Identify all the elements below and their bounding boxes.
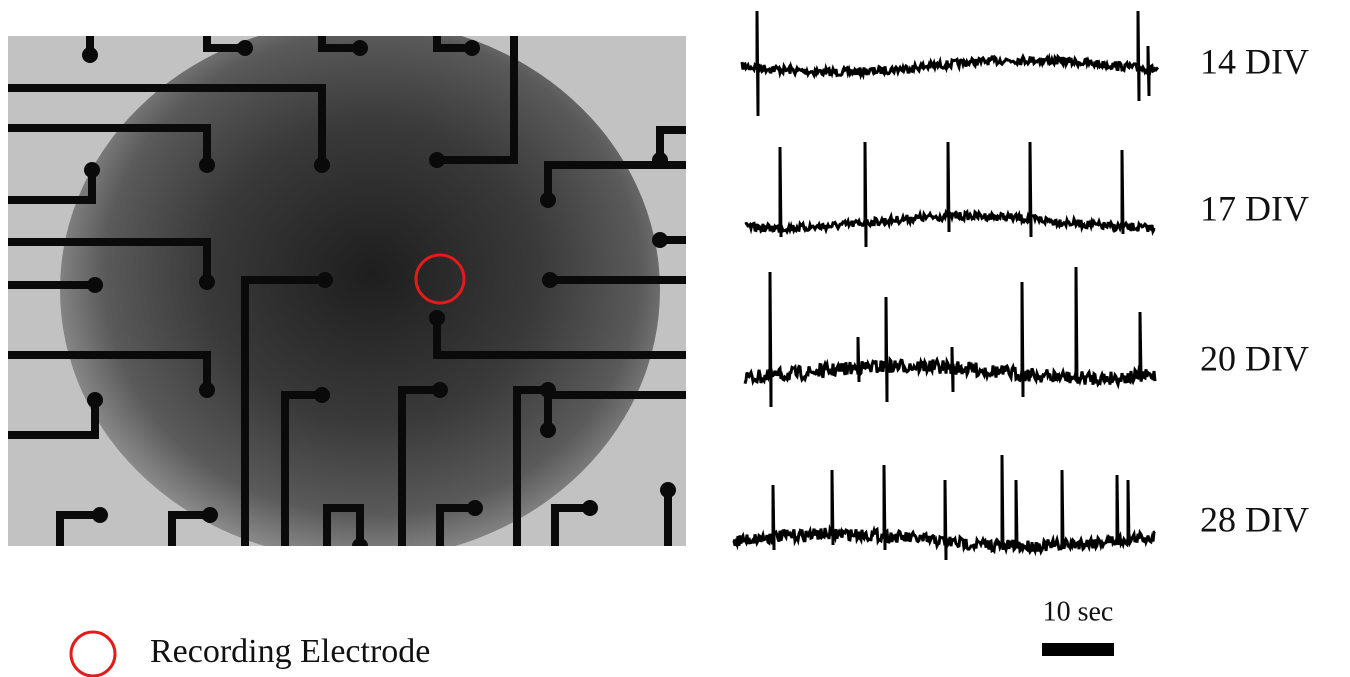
electrode-pad: [199, 382, 215, 398]
trace-label: 28 DIV: [1200, 499, 1309, 539]
electrode-pad: [202, 507, 218, 523]
electrode-pad: [467, 500, 483, 516]
scale-bar: [1042, 643, 1114, 656]
electrode-pad: [92, 507, 108, 523]
electrode-pad: [314, 387, 330, 403]
electrode-pad: [82, 47, 98, 63]
electrode-pad: [84, 162, 100, 178]
electrode-pad: [352, 40, 368, 56]
cell-culture: [60, 20, 660, 560]
traces: 14 DIV 17 DIV 20 DIV 28 DIV: [733, 11, 1309, 560]
electrode-pad: [464, 40, 480, 56]
electrode-pad: [652, 232, 668, 248]
electrode-pad: [314, 157, 330, 173]
electrode-pad: [317, 272, 333, 288]
voltage-trace: [745, 142, 1155, 247]
voltage-trace: [745, 267, 1155, 407]
legend-label: Recording Electrode: [150, 633, 430, 670]
electrode-pad: [429, 310, 445, 326]
trace-label: 20 DIV: [1200, 338, 1309, 378]
electrode-pad: [542, 272, 558, 288]
electrode-pad: [540, 192, 556, 208]
electrode-pad: [582, 500, 598, 516]
figure: 14 DIV 17 DIV 20 DIV 28 DIV 10 sec Recordin…: [0, 0, 1350, 677]
electrode-pad: [432, 382, 448, 398]
legend-marker: [71, 632, 115, 676]
voltage-trace: [742, 11, 1158, 116]
electrode-pad: [237, 40, 253, 56]
electrode-pad: [199, 274, 215, 290]
electrode-pad: [87, 392, 103, 408]
trace-label: 17 DIV: [1200, 188, 1309, 228]
electrode-pad: [540, 382, 556, 398]
electrode-pad: [199, 157, 215, 173]
electrode-pad: [652, 152, 668, 168]
electrode-pad: [429, 152, 445, 168]
electrode-pad: [87, 277, 103, 293]
electrode-pad: [352, 538, 368, 554]
voltage-trace: [733, 455, 1155, 560]
scale-bar-label: 10 sec: [1043, 596, 1114, 627]
trace-label: 14 DIV: [1200, 41, 1309, 81]
electrode-pad: [660, 482, 676, 498]
electrode-pad: [540, 422, 556, 438]
micrograph: [8, 20, 686, 560]
